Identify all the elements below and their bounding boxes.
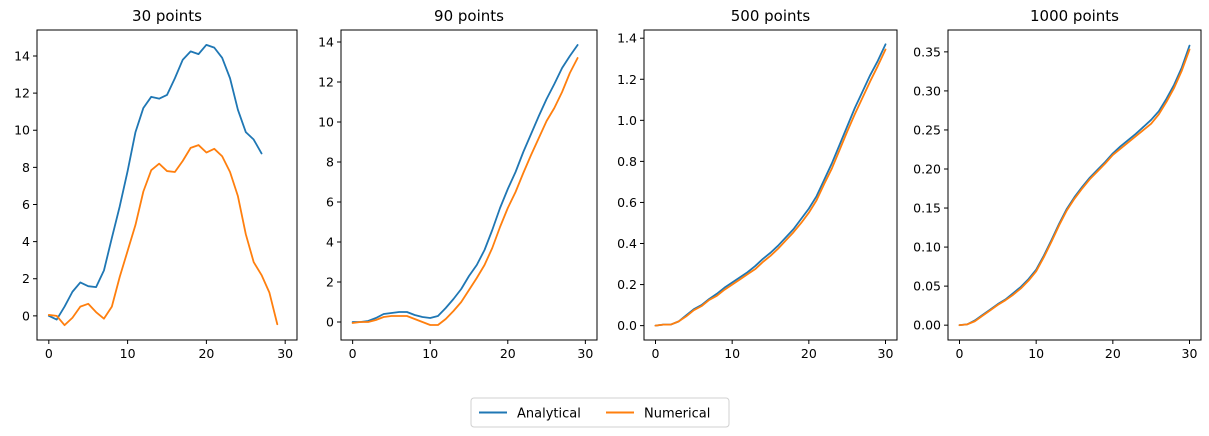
y-tick-label: 14 <box>14 48 30 63</box>
series-line-analytical <box>654 43 887 327</box>
y-tick-label: 0.25 <box>913 122 941 137</box>
y-tick-label: 4 <box>326 235 334 250</box>
y-tick-label: 0.0 <box>617 318 637 333</box>
x-tick-label: 10 <box>1028 346 1044 361</box>
panel-title: 500 points <box>731 7 811 25</box>
axes-frame <box>947 29 1202 341</box>
y-tick-label: 1.0 <box>617 113 637 128</box>
y-tick-label: 0.35 <box>913 44 941 59</box>
axes-frame <box>643 29 898 341</box>
y-tick-label: 1.2 <box>617 72 637 87</box>
y-tick-label: 6 <box>326 195 334 210</box>
axes-frame <box>340 29 598 341</box>
y-tick-label: 4 <box>22 234 30 249</box>
y-tick-label: 0.00 <box>913 318 941 333</box>
y-tick-label: 12 <box>318 75 334 90</box>
x-tick-label: 0 <box>956 346 964 361</box>
y-tick-label: 0.15 <box>913 201 941 216</box>
chart-panel-2: 90 points 0 10 20 30 0 2 4 6 8 10 12 14 <box>318 7 598 361</box>
x-tick-label: 20 <box>500 346 516 361</box>
series-line-analytical <box>351 44 579 323</box>
x-tick-label: 0 <box>652 346 660 361</box>
x-tick-label: 30 <box>277 346 293 361</box>
x-tick-label: 10 <box>120 346 136 361</box>
series-line-numerical <box>958 48 1191 327</box>
x-tick-label: 20 <box>801 346 817 361</box>
x-tick-label: 10 <box>724 346 740 361</box>
chart-panel-1: 30 points 0 10 20 30 0 2 4 6 8 10 12 14 <box>14 7 298 361</box>
y-tick-label: 12 <box>14 86 30 101</box>
series-line-analytical <box>47 43 263 321</box>
y-tick-label: 0.05 <box>913 279 941 294</box>
x-tick-label: 30 <box>577 346 593 361</box>
x-tick-label: 20 <box>198 346 214 361</box>
y-tick-label: 0.4 <box>617 236 637 251</box>
y-tick-label: 0 <box>326 315 334 330</box>
y-tick-label: 0 <box>22 308 30 323</box>
y-tick-label: 2 <box>22 271 30 286</box>
panel-title: 90 points <box>434 7 504 25</box>
y-tick-label: 0.30 <box>913 83 941 98</box>
y-tick-label: 6 <box>22 197 30 212</box>
y-tick-label: 14 <box>318 35 334 50</box>
y-tick-label: 1.4 <box>617 31 637 46</box>
x-tick-label: 0 <box>349 346 357 361</box>
chart-panel-3: 500 points 0 10 20 30 0.0 0.2 0.4 0.6 0.8 1.0 1.2 1.… <box>617 7 898 361</box>
y-tick-label: 0.20 <box>913 161 941 176</box>
x-tick-label: 0 <box>45 346 53 361</box>
series-line-numerical <box>351 57 579 326</box>
legend-label-numerical: Numerical <box>644 407 710 422</box>
x-tick-label: 20 <box>1105 346 1121 361</box>
series-line-analytical <box>958 44 1191 327</box>
series-line-numerical <box>47 144 279 327</box>
axes-frame <box>36 29 298 341</box>
y-tick-label: 0.10 <box>913 240 941 255</box>
legend: Analytical Numerical <box>470 397 730 428</box>
x-tick-label: 10 <box>422 346 438 361</box>
y-tick-label: 8 <box>22 160 30 175</box>
legend-frame <box>470 397 730 428</box>
y-tick-label: 8 <box>326 155 334 170</box>
chart-panel-4: 1000 points 0 10 20 30 0.00 0.05 0.10 0.15 0.20 0.… <box>913 7 1202 361</box>
y-tick-label: 0.8 <box>617 154 637 169</box>
panel-title: 30 points <box>132 7 202 25</box>
y-tick-label: 0.6 <box>617 195 637 210</box>
x-tick-label: 30 <box>1182 346 1198 361</box>
y-tick-label: 10 <box>14 123 30 138</box>
legend-label-analytical: Analytical <box>517 407 581 422</box>
x-tick-label: 30 <box>878 346 894 361</box>
y-tick-label: 10 <box>318 115 334 130</box>
panel-title: 1000 points <box>1030 7 1119 25</box>
series-line-numerical <box>654 48 887 327</box>
y-tick-label: 0.2 <box>617 277 637 292</box>
y-tick-label: 2 <box>326 275 334 290</box>
